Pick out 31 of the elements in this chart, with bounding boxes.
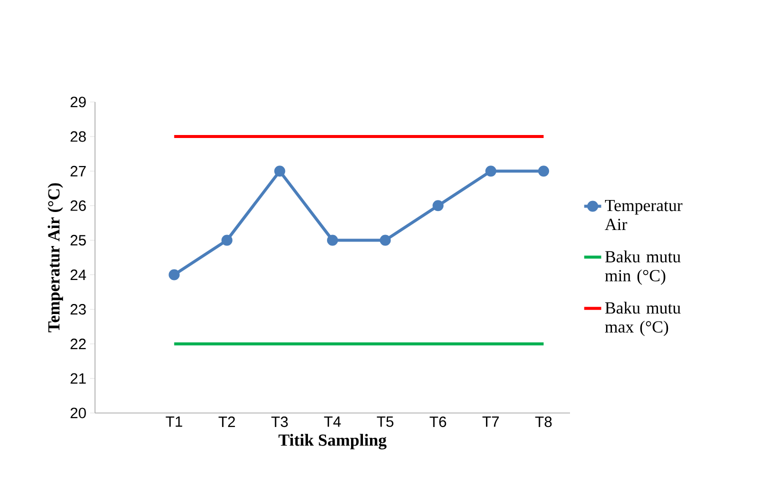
point [485, 166, 496, 177]
y-tick-label: 22 [70, 338, 86, 350]
x-tick-label: T7 [482, 416, 499, 427]
y-tick-label: 29 [70, 96, 86, 108]
x-tick-label: T2 [218, 416, 235, 427]
y-tick-label: 20 [70, 408, 86, 418]
point [168, 269, 180, 280]
x-tick-label: T8 [535, 416, 552, 428]
point [380, 234, 391, 246]
x-tick-label: T3 [271, 416, 288, 428]
x-tick-label: T4 [324, 416, 341, 427]
point [538, 166, 550, 177]
y-tick-label: 21 [70, 373, 86, 384]
y-tick-label: 27 [70, 166, 86, 176]
y-tick-label: 24 [70, 270, 86, 280]
y-tick-label: 23 [70, 304, 86, 315]
y-axis-title: Temperatur Air (°C) [48, 183, 64, 332]
x-tick-label: T6 [430, 416, 446, 428]
legend-label: Baku mutu max (°C) [605, 302, 681, 336]
legend-label: Baku mutu min (°C) [605, 250, 681, 285]
x-tick-label: T1 [166, 416, 182, 427]
y-tick-label: 28 [70, 131, 86, 142]
point [432, 200, 444, 212]
point [274, 166, 286, 177]
point [327, 234, 338, 246]
point [221, 234, 232, 246]
x-tick-label: T5 [376, 416, 394, 427]
x-axis-title: Titik Sampling [278, 434, 387, 450]
y-tick-label: 26 [70, 200, 86, 211]
legend-label: Temperatur Air [604, 200, 682, 230]
y-tick-label: 25 [70, 234, 86, 246]
